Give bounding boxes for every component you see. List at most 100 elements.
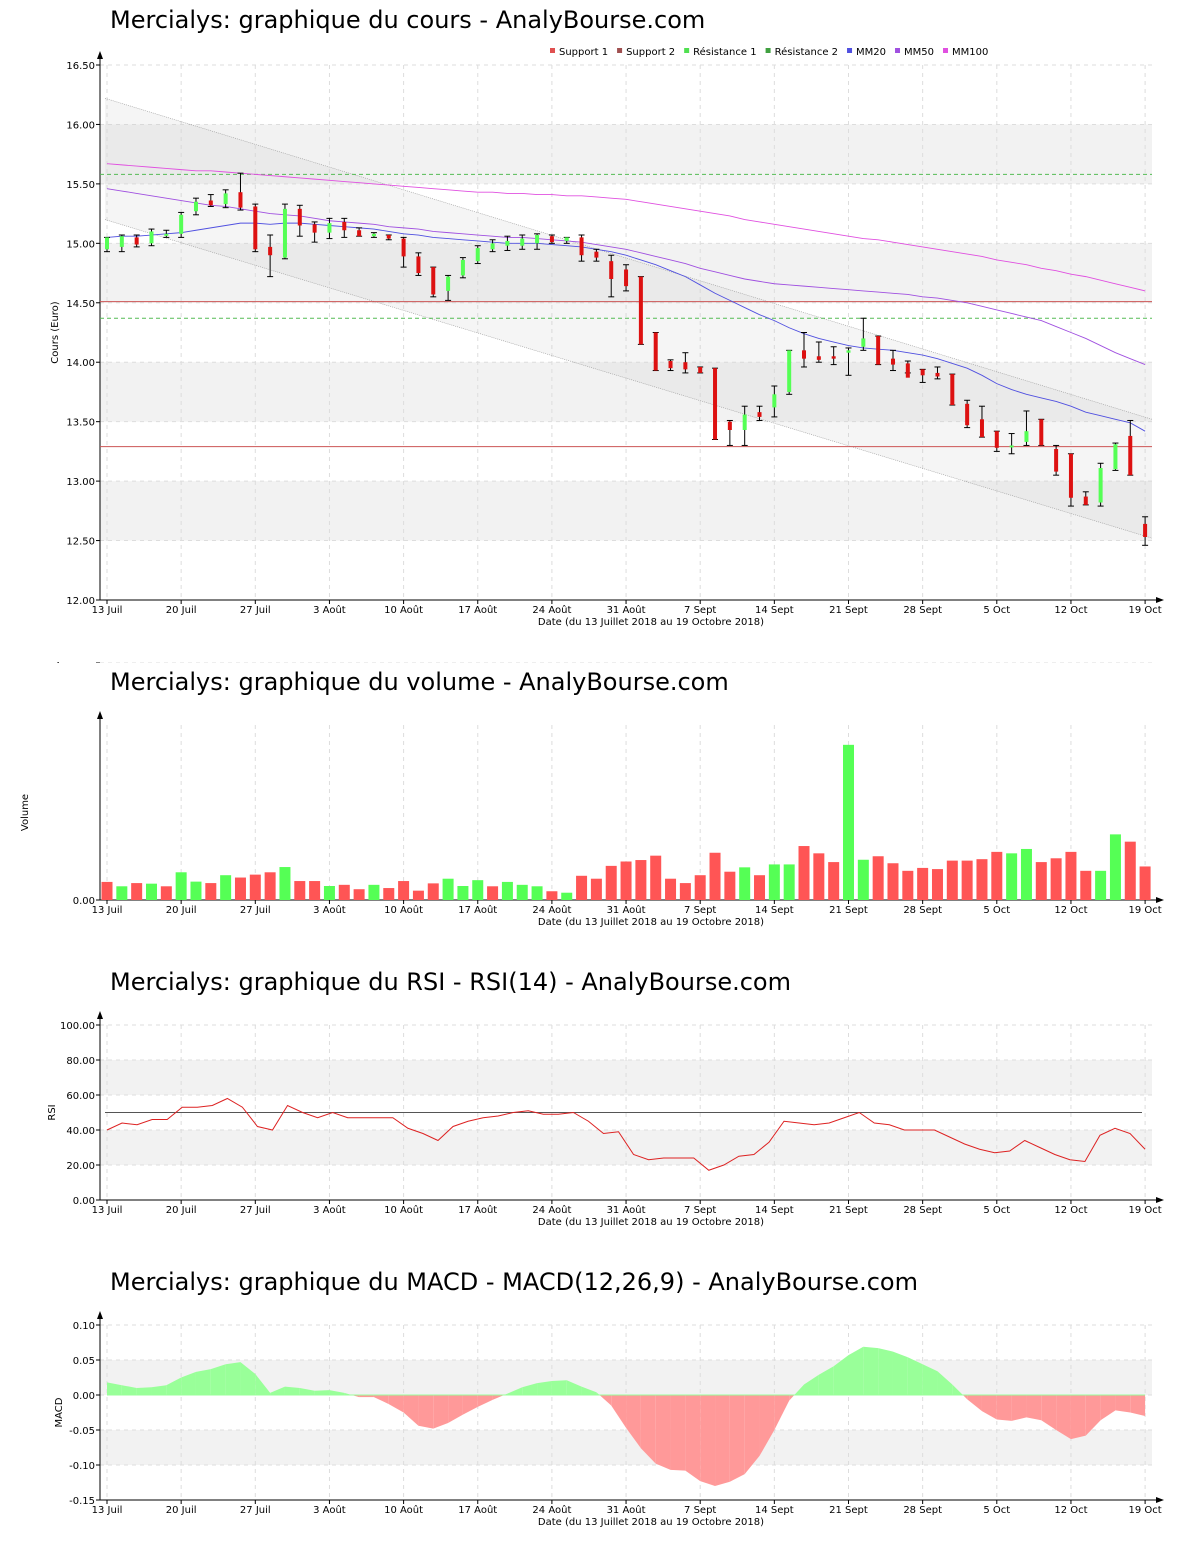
candle-body [105, 237, 109, 250]
candle-body [935, 372, 940, 377]
y-tick-label: 500,000.00 [38, 662, 95, 665]
macd-area-segment [1056, 1395, 1071, 1440]
macd-area-segment [1026, 1395, 1042, 1421]
macd-area-segment [744, 1395, 760, 1475]
candle-body [653, 332, 658, 371]
x-tick-label: 27 Juil [240, 1205, 271, 1216]
volume-bar [1050, 858, 1062, 900]
macd-area-segment [551, 1380, 567, 1395]
y-tick-label: 0.10 [73, 1321, 95, 1332]
x-axis-arrow [1156, 1197, 1164, 1203]
candle-body [1083, 496, 1088, 505]
macd-area-segment [670, 1395, 686, 1471]
macd-area-segment [611, 1395, 627, 1428]
macd-area-segment [581, 1386, 597, 1395]
x-tick-label: 21 Sept [829, 1505, 868, 1516]
y-tick-label: 100,000.00 [38, 662, 95, 665]
x-tick-label: 31 Août [607, 604, 646, 616]
volume-bar [160, 886, 172, 900]
rsi-chart-panel: Mercialys: graphique du RSI - RSI(14) - … [0, 962, 1200, 1242]
macd-area-segment [507, 1387, 523, 1395]
volume-bar [531, 886, 543, 900]
macd-area-segment [284, 1386, 300, 1395]
macd-area-segment [962, 1395, 968, 1400]
macd-area-segment [537, 1381, 552, 1395]
macd-chart: -0.15 -0.10 -0.05 0.00 0.05 0.10 13 Juil 20 Jui… [54, 1311, 1164, 1528]
y-axis-label: RSI [47, 1104, 58, 1120]
candle-body [1128, 435, 1133, 476]
volume-bar [516, 884, 528, 900]
candle-body [416, 256, 421, 274]
macd-chart-title: Mercialys: graphique du MACD - MACD(12,2… [110, 1268, 918, 1296]
legend-swatch [847, 48, 853, 53]
x-axis-arrow [1156, 1497, 1164, 1503]
candle-body [950, 374, 955, 406]
macd-area-segment [433, 1395, 449, 1429]
volume-bar [383, 888, 395, 900]
candle-body [193, 201, 198, 212]
x-tick-label: 13 Juil [92, 905, 123, 916]
macd-area-segment [299, 1388, 315, 1395]
candle-body [772, 394, 777, 408]
volume-bar [264, 872, 276, 900]
volume-bar [991, 851, 1003, 900]
macd-area-segment [477, 1395, 493, 1407]
macd-area-segment [794, 1384, 805, 1395]
x-tick-label: 19 Oct [1128, 1505, 1161, 1516]
y-tick-label: 13.50 [66, 418, 95, 429]
y-tick-label: 12.50 [66, 537, 95, 548]
macd-area-segment [522, 1383, 538, 1395]
macd-area-segment [388, 1395, 404, 1413]
x-tick-label: 19 Oct [1128, 1205, 1161, 1216]
x-tick-label: 21 Sept [829, 905, 868, 916]
x-tick-label: 5 Oct [983, 605, 1010, 616]
volume-chart-panel: Mercialys: graphique du volume - AnalyBo… [0, 662, 1200, 942]
candle-body [535, 235, 540, 244]
macd-area-segment [166, 1377, 182, 1395]
y-axis-arrow [97, 1011, 103, 1019]
volume-bar [145, 883, 157, 900]
macd-area-segment [373, 1395, 389, 1405]
volume-bar [101, 881, 113, 900]
legend-label: MM20 [856, 47, 886, 58]
candle-body [609, 261, 614, 279]
candle-body [431, 267, 436, 295]
volume-bar [116, 886, 128, 900]
x-tick-label: 14 Sept [755, 1505, 794, 1516]
x-tick-label: 31 Août [607, 1504, 646, 1516]
x-tick-label: 14 Sept [755, 905, 794, 916]
volume-bar [635, 860, 647, 900]
volume-bar [843, 744, 854, 900]
legend-label: Support 1 [559, 47, 608, 58]
x-tick-label: 10 Août [384, 904, 423, 916]
x-tick-label: 10 Août [384, 1504, 423, 1516]
volume-bar [620, 861, 632, 900]
y-axis-arrow [97, 711, 103, 719]
candle-body [282, 208, 287, 258]
volume-bar [709, 852, 721, 900]
candle-body [312, 224, 317, 233]
volume-bar [754, 875, 766, 900]
x-tick-label: 24 Août [532, 604, 571, 616]
x-tick-label: 20 Juil [166, 1205, 197, 1216]
macd-area-segment [314, 1390, 330, 1395]
candle-body [179, 214, 184, 234]
candle-body [327, 223, 332, 233]
volume-bar [279, 867, 291, 900]
candle-body [876, 336, 881, 365]
x-axis-label: Date (du 13 Juillet 2018 au 19 Octobre 2… [538, 1517, 764, 1528]
volume-bar [1109, 834, 1121, 900]
candle-body [342, 221, 347, 231]
candle-body [1098, 468, 1103, 503]
macd-area-segment [937, 1371, 953, 1395]
y-tick-label: 16.00 [66, 120, 95, 131]
volume-bar [309, 881, 321, 900]
volume-bar [605, 865, 617, 900]
rsi-chart: 0.00 20.00 40.00 60.00 80.00 100.00 13 Juil 20 … [47, 1011, 1164, 1228]
macd-area-segment [952, 1384, 963, 1395]
candle-body [713, 368, 718, 440]
macd-area-segment [566, 1380, 582, 1395]
macd-area-segment [329, 1390, 345, 1395]
macd-chart-panel: Mercialys: graphique du MACD - MACD(12,2… [0, 1262, 1200, 1550]
macd-area-segment [655, 1395, 671, 1470]
